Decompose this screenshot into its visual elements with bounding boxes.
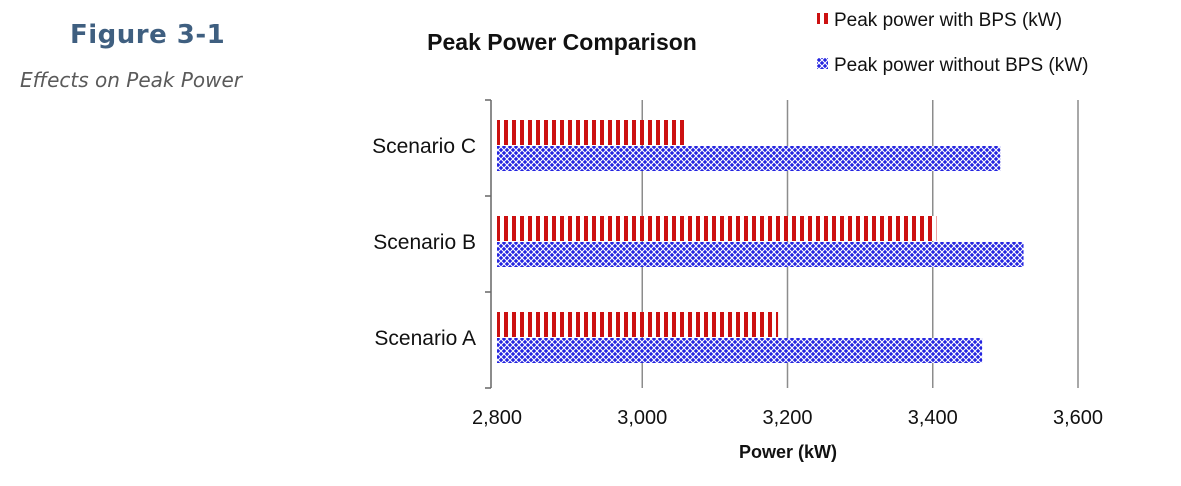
x-tick-label: 3,600 <box>1053 407 1103 429</box>
figure-caption: Effects on Peak Power <box>20 68 243 92</box>
legend-swatch <box>817 58 828 69</box>
legend-entry: Peak power with BPS (kW) <box>834 10 1062 31</box>
bar-without-bps-scenario-c <box>497 146 1001 171</box>
x-tick-label: 2,800 <box>472 407 522 429</box>
x-tick-label: 3,200 <box>762 407 812 429</box>
legend-entry: Peak power without BPS (kW) <box>834 55 1088 76</box>
x-tick-label: 3,000 <box>617 407 667 429</box>
bar-without-bps-scenario-a <box>497 338 983 363</box>
bar-with-bps-scenario-b <box>497 216 937 241</box>
bar-with-bps-scenario-a <box>497 312 779 337</box>
chart-bars <box>497 120 1024 363</box>
bar-with-bps-scenario-c <box>497 120 686 145</box>
figure-label: Figure 3-1 <box>70 20 226 50</box>
chart-title: Peak Power Comparison <box>427 29 697 55</box>
x-axis-title: Power (kW) <box>739 442 837 462</box>
chart-axes <box>485 99 492 389</box>
x-tick-label: 3,400 <box>908 407 958 429</box>
category-label: Scenario C <box>372 135 476 158</box>
category-labels: Scenario C Scenario B Scenario A <box>372 135 476 350</box>
legend-swatch <box>817 13 828 24</box>
category-label: Scenario B <box>373 231 476 254</box>
bar-without-bps-scenario-b <box>497 242 1024 267</box>
category-label: Scenario A <box>374 327 476 350</box>
x-tick-labels: 2,800 3,000 3,200 3,400 3,600 <box>472 407 1103 429</box>
chart-legend: Peak power with BPS (kW) Peak power witho… <box>817 10 1088 76</box>
